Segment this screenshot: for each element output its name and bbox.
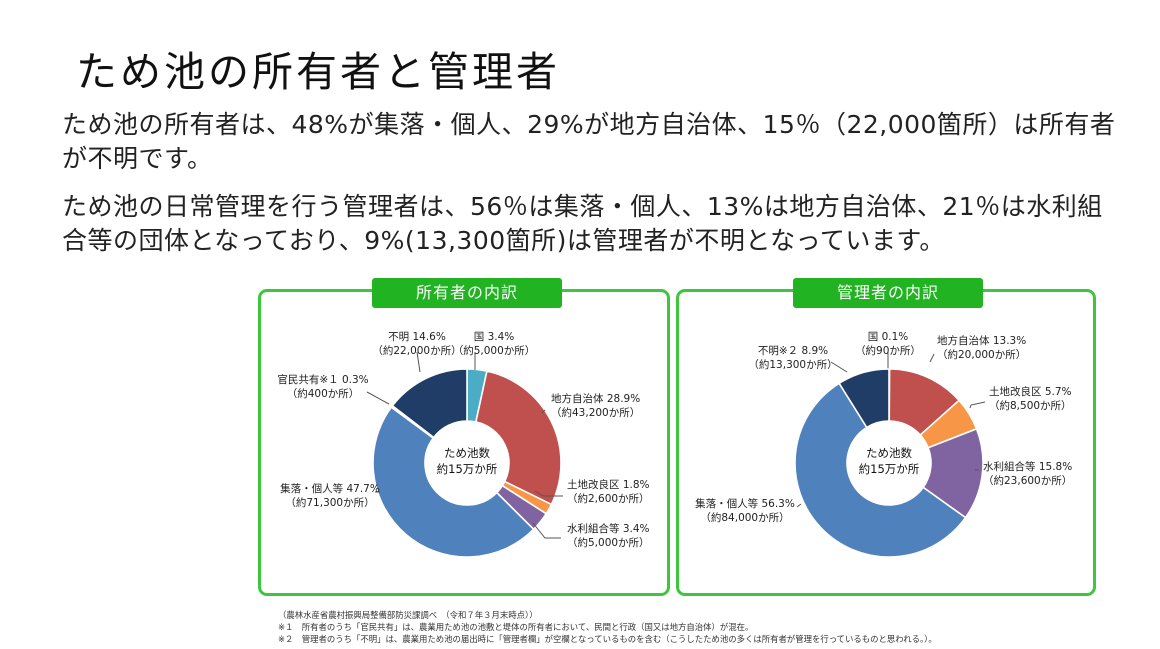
owner-count-土地改良区: （約2,600か所） [567, 492, 650, 505]
manager-label-不明: 不明※２ 8.9% [758, 345, 828, 357]
owner-count-地方自治体: （約43,200か所） [551, 406, 640, 419]
owner-leader-line [534, 490, 563, 497]
manager-count-土地改良区: （約8,500か所） [989, 399, 1072, 412]
owner-slice-集落-個人等 [372, 406, 535, 558]
manager-slice-不明 [838, 368, 890, 429]
owner-donut-chart: 国 3.4%（約5,000か所）地方自治体 28.9%（約43,200か所）土地… [277, 331, 650, 558]
manager-label-集落-個人等: 集落・個人等 56.3% [695, 497, 795, 510]
manager-summary-text: ため池の日常管理を行う管理者は、56％は集落・個人、13%は地方自治体、21％は… [62, 192, 1103, 255]
owner-chart-panel: 所有者の内訳 国 3.4% （約5,000か所） 地方自治体 28.9% （約43,2… [258, 278, 670, 596]
manager-count-水利組合等: （約23,600か所） [983, 474, 1072, 487]
manager-chart-title: 管理者の内訳 [793, 278, 983, 308]
source-note: （農林水産省農村振興局整備部防災課調べ （令和７年３月末時点）） [278, 610, 538, 620]
owner-count-集落-個人等: （約71,300か所） [285, 496, 374, 509]
footnote-1: ※１ 所有者のうち「官民共有」は、農業用ため池の池敷と堤体の所有者において、民間… [278, 622, 754, 632]
manager-leader-line [796, 503, 802, 508]
manager-center-label: ため池数 [866, 446, 912, 460]
owner-label-土地改良区: 土地改良区 1.8% [567, 478, 650, 491]
owner-count-国: （約5,000か所） [453, 344, 536, 357]
owner-label-水利組合等: 水利組合等 3.4% [567, 522, 650, 535]
owner-label-不明: 不明 14.6% [388, 331, 446, 343]
owner-count-官民共有: （約400か所） [287, 387, 360, 400]
manager-label-国: 国 0.1% [868, 331, 909, 343]
manager-count-国: （約90か所） [855, 344, 921, 357]
owner-leader-line [366, 391, 390, 405]
manager-slice-集落-個人等 [794, 382, 967, 558]
owner-count-水利組合等: （約5,000か所） [567, 536, 650, 549]
manager-count-地方自治体: （約20,000か所） [937, 348, 1026, 361]
manager-leader-line [830, 361, 848, 373]
owner-label-官民共有: 官民共有※１ 0.3% [277, 373, 368, 386]
page-title: ため池の所有者と管理者 [76, 48, 560, 96]
owner-summary-text: ため池の所有者は、48%が集落・個人、29%が地方自治体、15％（22,000箇… [62, 110, 1116, 173]
footnote-2: ※２ 管理者のうち「不明」は、農業用ため池の届出時に「管理者欄」が空欄となってい… [278, 634, 937, 644]
manager-count-不明: （約13,300か所） [748, 358, 837, 371]
owner-count-不明: （約22,000か所） [372, 344, 461, 357]
owner-center-label: 約15万か所 [437, 462, 498, 476]
manager-leader-line [969, 401, 986, 409]
owner-label-地方自治体: 地方自治体 28.9% [551, 392, 640, 405]
owner-leader-line [541, 409, 546, 414]
manager-count-集落-個人等: （約84,000か所） [700, 511, 789, 524]
manager-chart-panel: 管理者の内訳 国 0.1% （約90か所） 地方自治体 13.3% （約20,000か… [676, 278, 1096, 596]
owner-center-label: ため池数 [444, 446, 490, 460]
manager-center-label: 約15万か所 [859, 462, 920, 476]
manager-leader-line [929, 353, 935, 363]
owner-leader-line [416, 351, 421, 373]
owner-label-国: 国 3.4% [474, 331, 515, 343]
manager-label-水利組合等: 水利組合等 15.8% [983, 460, 1072, 473]
manager-donut-chart: 国 0.1%（約90か所） 地方自治体 13.3%（約20,000か所） 土地改良区… [695, 331, 1072, 558]
manager-label-地方自治体: 地方自治体 13.3% [937, 334, 1026, 347]
owner-slice-不明 [391, 368, 468, 439]
owner-label-集落-個人等: 集落・個人等 47.7% [280, 482, 380, 495]
manager-label-土地改良区: 土地改良区 5.7% [989, 385, 1072, 398]
owner-chart-title: 所有者の内訳 [372, 278, 562, 308]
footnotes: （農林水産省農村振興局整備部防災課調べ （令和７年３月末時点）） ※１ 所有者の… [278, 609, 937, 645]
owner-leader-line [532, 522, 561, 539]
owner-slice-地方自治体 [474, 370, 562, 506]
